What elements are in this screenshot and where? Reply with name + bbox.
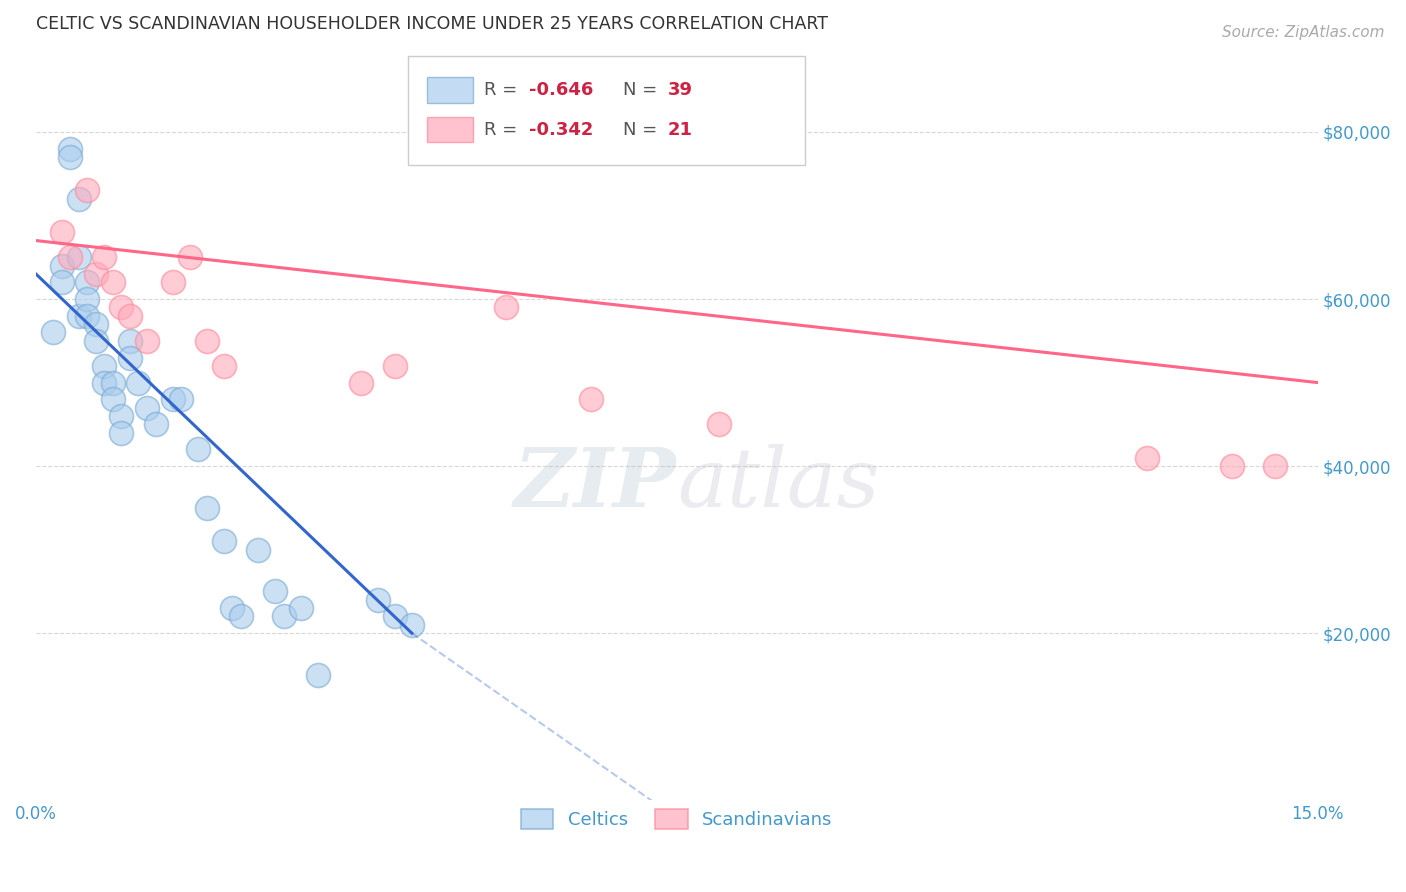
- Point: [581, 392, 603, 407]
- Point: [110, 301, 132, 315]
- FancyBboxPatch shape: [427, 77, 472, 103]
- Point: [247, 542, 270, 557]
- Point: [195, 500, 218, 515]
- Point: [67, 309, 90, 323]
- Point: [709, 417, 731, 432]
- Point: [59, 250, 82, 264]
- Point: [110, 409, 132, 423]
- Point: [162, 276, 184, 290]
- Text: N =: N =: [623, 120, 662, 138]
- Point: [401, 617, 423, 632]
- Point: [290, 601, 312, 615]
- Point: [367, 592, 389, 607]
- Text: CELTIC VS SCANDINAVIAN HOUSEHOLDER INCOME UNDER 25 YEARS CORRELATION CHART: CELTIC VS SCANDINAVIAN HOUSEHOLDER INCOM…: [37, 15, 828, 33]
- Point: [349, 376, 371, 390]
- Point: [84, 267, 107, 281]
- Point: [307, 668, 329, 682]
- Point: [76, 309, 98, 323]
- Point: [42, 326, 65, 340]
- Point: [118, 309, 141, 323]
- Point: [101, 376, 124, 390]
- Point: [1136, 450, 1159, 465]
- Point: [76, 292, 98, 306]
- Point: [110, 425, 132, 440]
- Point: [93, 359, 115, 373]
- Point: [1264, 459, 1286, 474]
- Point: [264, 584, 287, 599]
- Point: [67, 192, 90, 206]
- Point: [93, 250, 115, 264]
- Point: [384, 609, 406, 624]
- Point: [59, 142, 82, 156]
- Point: [221, 601, 243, 615]
- Text: 39: 39: [668, 81, 693, 99]
- Point: [162, 392, 184, 407]
- Legend: Celtics, Scandinavians: Celtics, Scandinavians: [513, 802, 839, 837]
- Point: [187, 442, 209, 457]
- Point: [195, 334, 218, 348]
- Point: [84, 317, 107, 331]
- Point: [170, 392, 193, 407]
- Point: [212, 359, 235, 373]
- Text: N =: N =: [623, 81, 662, 99]
- Text: 21: 21: [668, 120, 693, 138]
- Point: [118, 334, 141, 348]
- Point: [101, 392, 124, 407]
- Point: [273, 609, 295, 624]
- Point: [67, 250, 90, 264]
- Point: [1220, 459, 1243, 474]
- Point: [212, 534, 235, 549]
- Point: [76, 276, 98, 290]
- Point: [76, 184, 98, 198]
- Point: [84, 334, 107, 348]
- Point: [179, 250, 201, 264]
- Point: [51, 276, 73, 290]
- Point: [229, 609, 252, 624]
- Text: atlas: atlas: [676, 444, 879, 524]
- Point: [118, 351, 141, 365]
- Text: R =: R =: [485, 81, 523, 99]
- Point: [59, 150, 82, 164]
- Point: [93, 376, 115, 390]
- FancyBboxPatch shape: [408, 56, 804, 165]
- Text: R =: R =: [485, 120, 523, 138]
- Point: [51, 225, 73, 239]
- Point: [384, 359, 406, 373]
- Point: [495, 301, 517, 315]
- Point: [101, 276, 124, 290]
- Point: [127, 376, 149, 390]
- Point: [136, 401, 159, 415]
- Text: Source: ZipAtlas.com: Source: ZipAtlas.com: [1222, 25, 1385, 40]
- Text: -0.646: -0.646: [529, 81, 593, 99]
- FancyBboxPatch shape: [427, 117, 472, 143]
- Point: [51, 259, 73, 273]
- Text: -0.342: -0.342: [529, 120, 593, 138]
- Point: [136, 334, 159, 348]
- Text: ZIP: ZIP: [515, 444, 676, 524]
- Point: [145, 417, 167, 432]
